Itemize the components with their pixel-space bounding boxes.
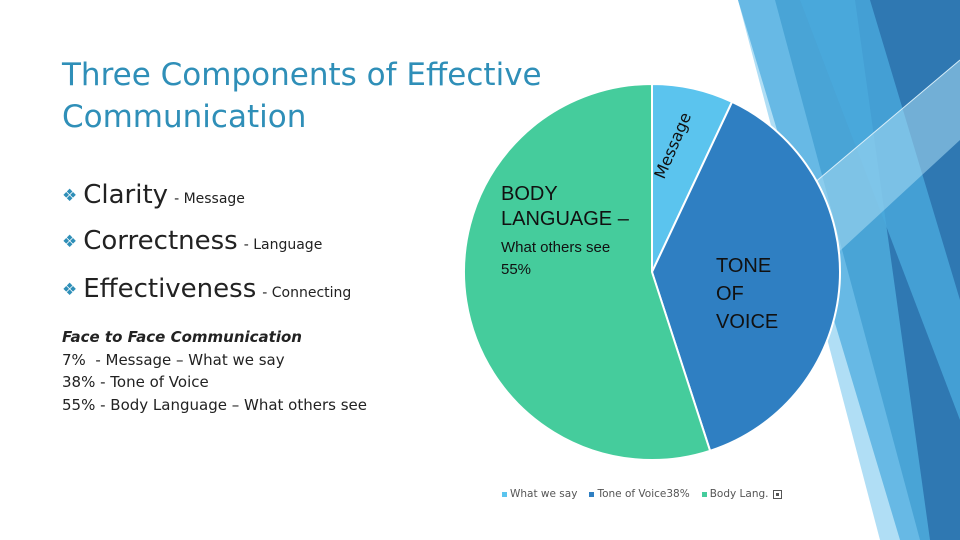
face-to-face-heading: Face to Face Communication: [62, 328, 302, 346]
bullet-sub-text: - Connecting: [262, 285, 352, 301]
diamond-arrow-icon: ❖: [62, 232, 78, 252]
bullet-correctness: ❖ Correctness - Language: [62, 226, 322, 256]
bullet-sub-text: - Language: [243, 237, 323, 253]
diamond-arrow-icon: ❖: [62, 280, 78, 300]
legend-label: Body Lang.: [709, 488, 769, 500]
legend-item: Body Lang.: [701, 488, 783, 500]
chart-legend: What we say Tone of Voice38% Body Lang.: [502, 488, 783, 500]
legend-label: What we say: [510, 488, 578, 500]
resize-handle-icon[interactable]: [773, 489, 783, 499]
summary-line: 7% - Message – What we say: [62, 350, 285, 369]
slide-title: Three Components of Effective Communicat…: [62, 57, 542, 135]
bullet-main-text: Effectiveness: [83, 274, 257, 304]
legend-swatch: [502, 491, 507, 497]
body-language-percent: 55%: [501, 261, 532, 278]
legend-item: Tone of Voice38%: [589, 488, 690, 500]
bullet-main-text: Correctness: [83, 226, 238, 256]
legend-label: Tone of Voice38%: [597, 488, 690, 500]
legend-swatch: [589, 491, 595, 497]
legend-swatch: [701, 491, 707, 497]
bullet-sub-text: - Message: [174, 191, 245, 207]
bullet-clarity: ❖ Clarity - Message: [62, 180, 245, 210]
bullet-main-text: Clarity: [83, 180, 169, 210]
legend-item: What we say: [502, 488, 577, 500]
tone-of-voice-label: TONE OF VOICE: [716, 255, 779, 333]
body-language-title: BODY LANGUAGE –: [501, 183, 629, 230]
summary-line: 38% - Tone of Voice: [62, 373, 209, 391]
body-language-subtitle: What others see: [501, 239, 611, 256]
face-to-face-summary: Face to Face Communication 7% - Message …: [62, 326, 367, 416]
bullet-effectiveness: ❖ Effectiveness - Connecting: [62, 274, 351, 304]
diamond-arrow-icon: ❖: [62, 186, 78, 206]
summary-line: 55% - Body Language – What others see: [62, 395, 367, 414]
